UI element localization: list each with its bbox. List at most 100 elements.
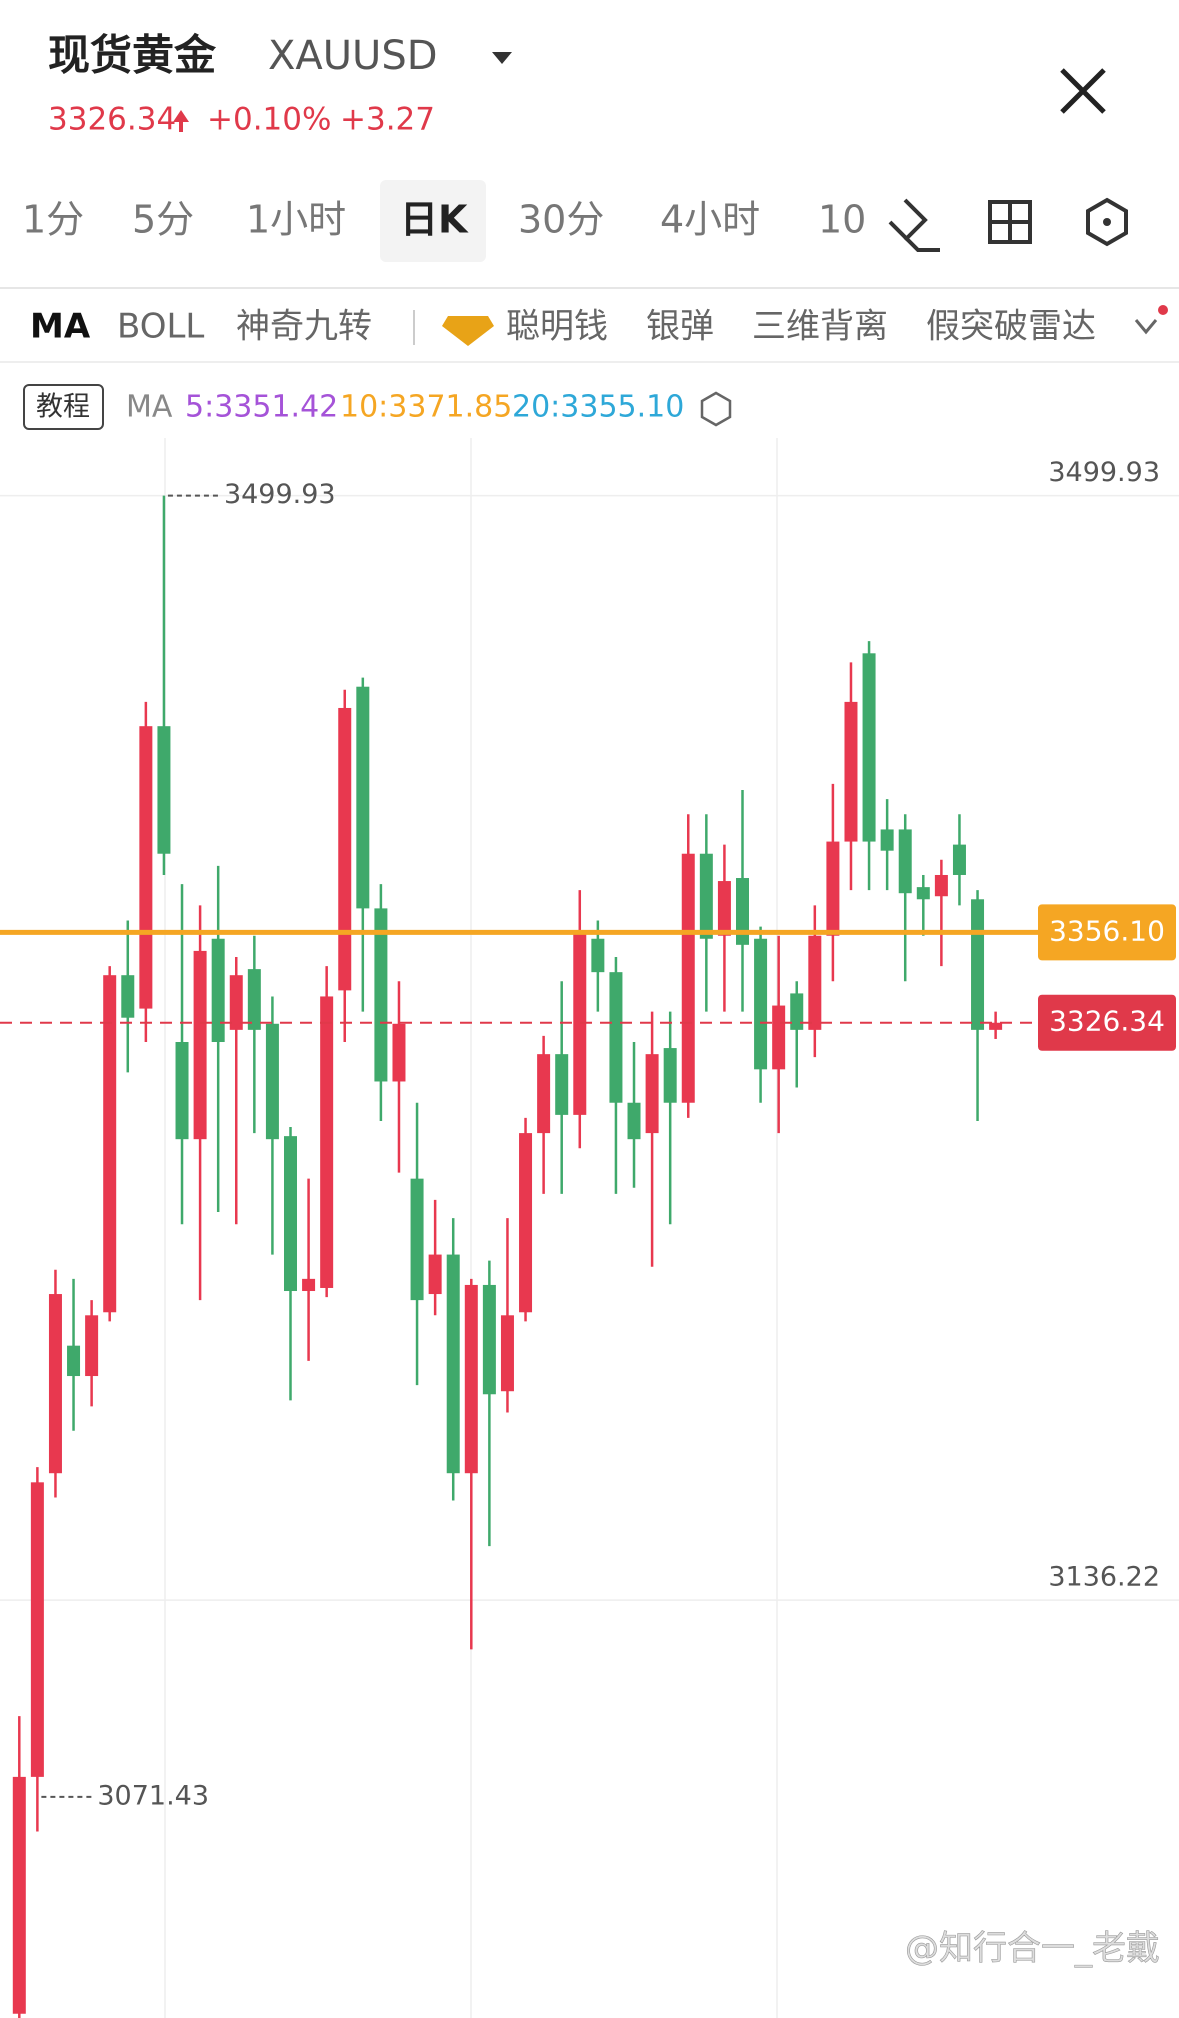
badge [1158,305,1168,315]
candle-body [754,938,768,1070]
candle-body [826,841,840,936]
candle-body [952,844,966,875]
settings-icon[interactable] [1086,197,1128,247]
price-tag-label: 3326.34 [1049,1005,1165,1038]
candle-body [790,993,804,1030]
legend-item: 5:3351.42 [185,390,338,425]
candle-body [627,1102,641,1140]
candle-body [12,1776,26,2014]
candle-body [103,975,117,1313]
indicator[interactable]: BOLL [117,307,204,347]
price-tag [1038,994,1176,1051]
tab[interactable]: 日K [400,198,469,242]
price-tag-label: 3356.10 [1049,914,1165,947]
indicator[interactable]: 神奇九转 [236,307,372,347]
change-pct: +0.10% [207,102,331,138]
candle-body [862,653,876,842]
candle-body [934,874,948,897]
candle-body [67,1345,81,1377]
candle-body [645,1054,659,1134]
more-icon[interactable] [1134,319,1158,335]
candle-body [464,1284,478,1474]
settings-dot [1103,218,1111,226]
up-arrow [173,110,189,132]
candle-body [193,950,207,1140]
candle-body [374,908,388,1082]
candle-body [320,996,334,1288]
candle-body [410,1178,424,1301]
candle-body [85,1315,99,1377]
y-tick-label: 3499.93 [1048,457,1160,488]
candle-body [265,1023,279,1140]
candle-body [121,975,135,1018]
watermark: @知行合一_老戴 [905,1929,1160,1969]
candle-body [175,1042,189,1140]
legend-settings[interactable] [700,391,732,427]
candle-body [971,899,985,1030]
indicators: MA BOLL 神奇九转 聪明钱 银弹 三维背离 假突破雷达 [30,307,1096,347]
layout-icon-cross [990,202,1030,242]
legend: 5:3351.42 10:3371.85 20:3355.10 [185,390,684,425]
candle-body [681,853,695,1103]
candle-body [229,975,243,1030]
candle-body [537,1054,551,1134]
draw-icon[interactable] [888,198,940,252]
indicator[interactable]: 银弹 [646,307,714,347]
candle-body [591,938,605,973]
chart: 3499.93 3136.22 3499.93 3071.43 3356.10 3326.… [0,438,1179,2018]
indicator[interactable]: 三维背离 [752,307,888,347]
y-tick-label: 3136.22 [1048,1562,1160,1593]
candle-body [573,932,587,1115]
close-button[interactable] [1060,68,1106,114]
price: 3326.34 [48,102,176,138]
candle-body [609,972,623,1103]
candle-body [247,969,261,1030]
candle-body [717,881,731,936]
title: 现货黄金 [48,31,217,80]
price-tag [1038,904,1176,961]
indicator[interactable]: MA [30,307,91,347]
tab[interactable]: 30分 [518,198,604,242]
legend-item: 20:3355.10 [512,390,684,425]
indicator[interactable]: 聪明钱 [506,307,608,347]
legend-name: MA [126,390,173,425]
tutorial[interactable]: 教程 [36,392,90,423]
indicator[interactable]: 假突破雷达 [926,307,1096,347]
annotation: 3071.43 [97,1780,209,1811]
legend-item: 10:3371.85 [340,390,512,425]
tutorial-box[interactable] [23,384,104,430]
tab[interactable]: 4小时 [660,198,760,242]
candle-body [338,707,352,991]
tab[interactable]: 10 [818,198,866,242]
candle-body [663,1048,677,1103]
candle-body [898,829,912,894]
candle-body [808,935,822,1030]
symbol[interactable]: XAUUSD [268,33,438,79]
candle-body [446,1254,460,1474]
candle-body [392,1023,406,1082]
candle-body [555,1054,569,1115]
candle-body [428,1254,442,1295]
tab[interactable]: 1小时 [246,198,346,242]
active-tab-bg [380,180,486,262]
tabs: 1分 5分 1小时 日K 30分 4小时 10 [22,198,866,242]
annotation: 3499.93 [224,479,336,510]
change: +3.27 [340,102,435,138]
candle-body [157,726,171,854]
candle-body [211,938,225,1043]
candle-body [48,1294,62,1474]
candle-body [880,829,894,851]
candle-body [736,878,749,945]
tab[interactable]: 5分 [132,198,194,242]
candle-body [500,1315,514,1392]
diamond-icon [442,316,494,346]
candle-body [989,1022,1003,1030]
candle-body [139,726,153,1009]
dropdown-icon[interactable] [492,52,512,64]
candle-body [699,853,713,939]
candle-body [844,701,858,842]
candle-body [302,1278,316,1292]
candle-body [284,1136,297,1292]
tab[interactable]: 1分 [22,198,84,242]
